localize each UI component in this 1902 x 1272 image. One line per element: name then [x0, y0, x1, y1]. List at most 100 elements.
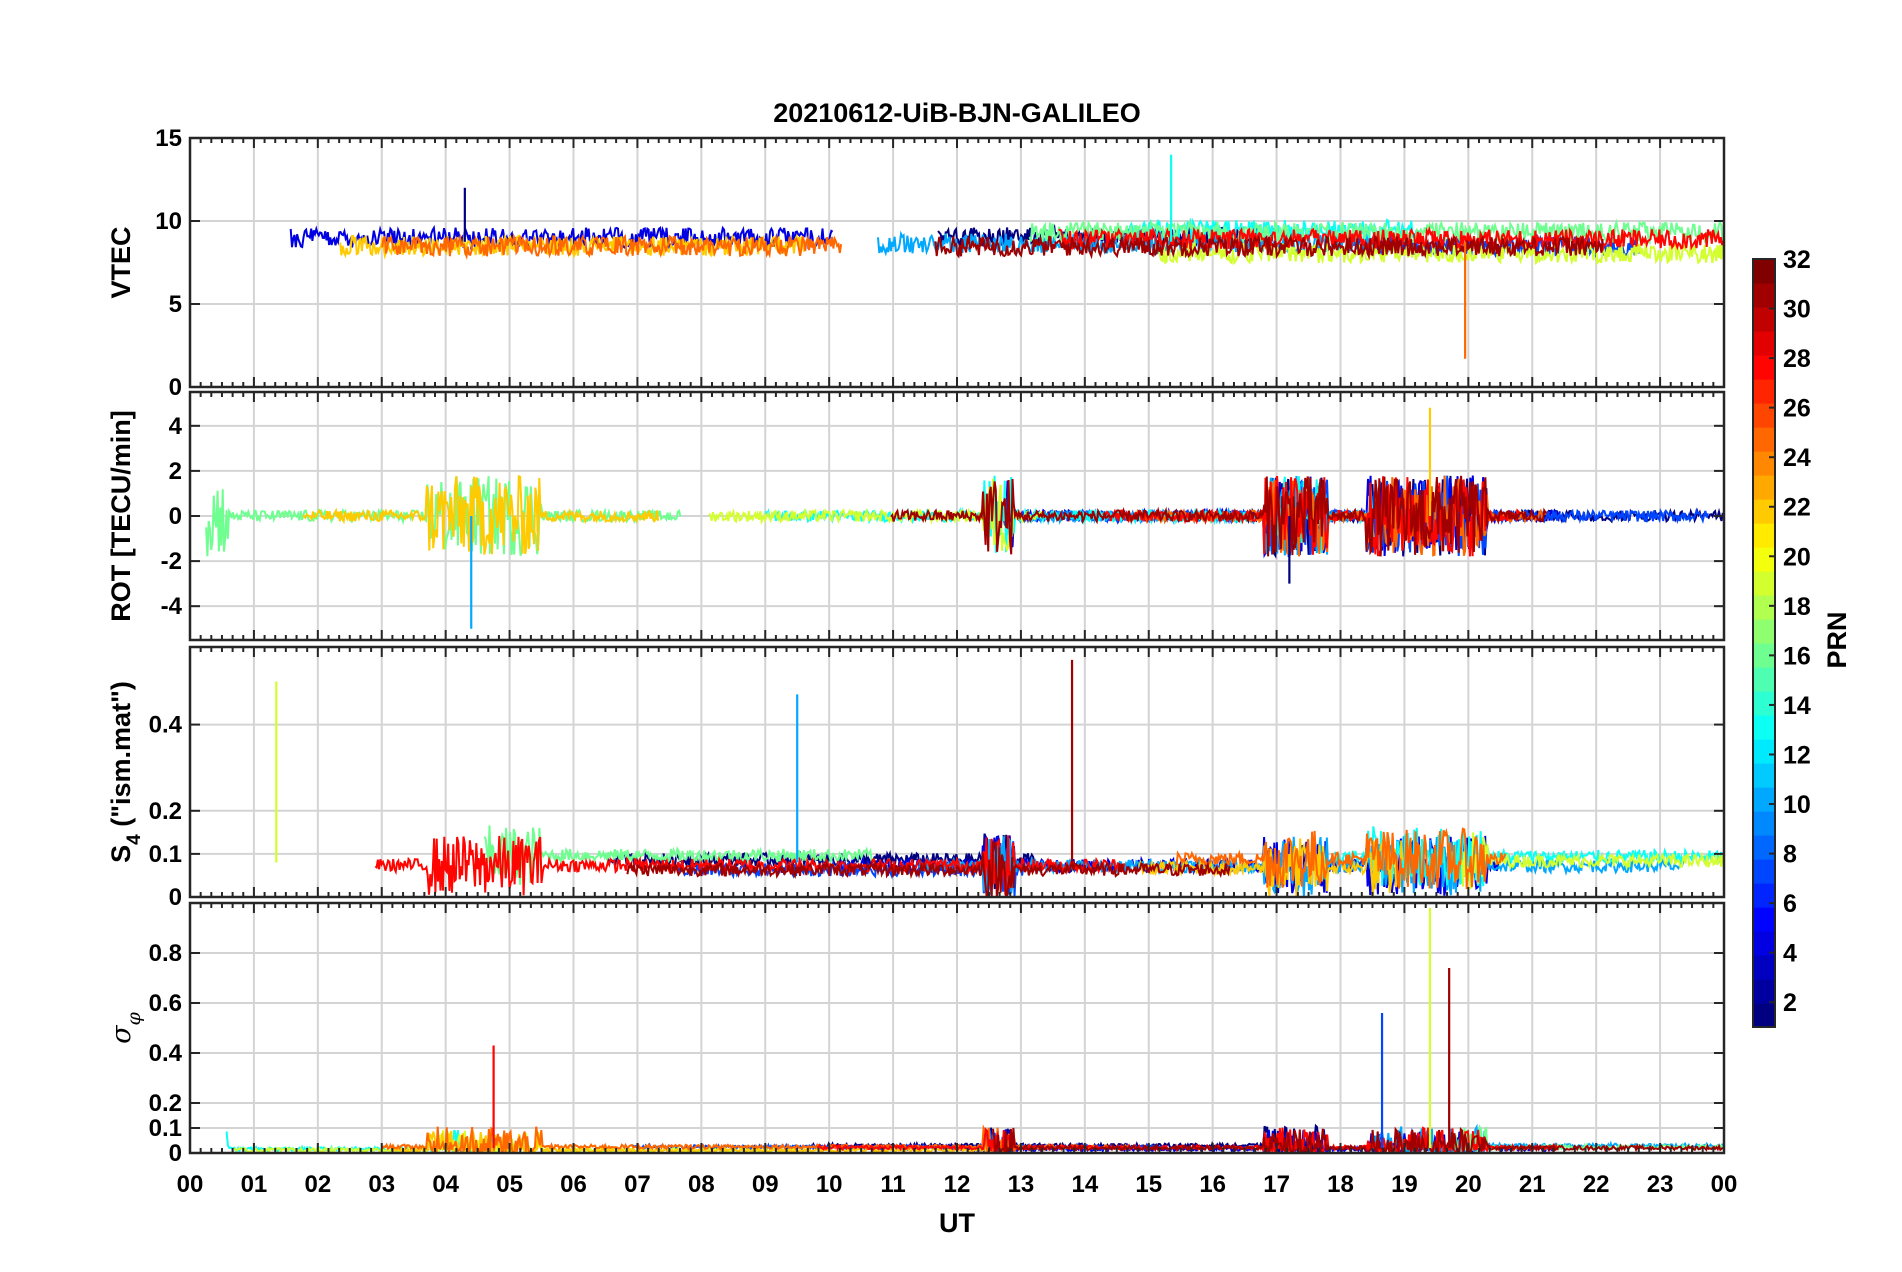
colorbar-tick-label: 26 [1783, 395, 1811, 423]
x-tick-label: 19 [1391, 1171, 1418, 1198]
trace-line [626, 839, 1231, 897]
colorbar-frame [1752, 258, 1776, 1028]
colorbar-segment [1753, 763, 1775, 788]
colorbar-tick-label: 28 [1783, 345, 1811, 373]
traces [275, 659, 1724, 897]
y-tick-label: 0.4 [149, 712, 183, 739]
y-tick-label: 0 [169, 884, 182, 911]
y-tick-label: 2 [169, 458, 182, 485]
trace-line [302, 474, 660, 555]
colorbar-segment [1753, 787, 1775, 812]
colorbar-segment [1753, 619, 1775, 644]
colorbar-segment [1753, 715, 1775, 740]
y-axis-label-subscript: 4 [124, 834, 145, 845]
trace-line [934, 232, 1604, 261]
x-tick-label: 00 [1711, 1171, 1738, 1198]
colorbar-segment [1753, 643, 1775, 668]
y-tick-label: 0 [169, 374, 182, 401]
x-tick-label: 18 [1327, 1171, 1354, 1198]
colorbar-segment [1753, 667, 1775, 692]
y-tick-label: -2 [161, 548, 182, 575]
colorbar-label: PRN [1822, 611, 1852, 668]
trace-line [381, 232, 843, 260]
colorbar-tick-label: 10 [1783, 791, 1811, 819]
trace-line [890, 475, 1547, 557]
x-tick-label: 10 [816, 1171, 843, 1198]
colorbar-tick-label: 6 [1783, 890, 1797, 918]
y-tick-label: 0 [169, 503, 182, 530]
colorbar-tick-label: 14 [1783, 692, 1811, 720]
y-axis-label: S4 ("ism.mat") [106, 681, 145, 863]
x-tick-label: 04 [432, 1171, 459, 1198]
x-tick-label: 02 [304, 1171, 331, 1198]
x-tick-label: 05 [496, 1171, 523, 1198]
y-tick-label: -4 [161, 593, 183, 620]
x-tick-label: 20 [1455, 1171, 1482, 1198]
colorbar-tick-label: 8 [1783, 841, 1797, 869]
x-tick-label: 12 [944, 1171, 971, 1198]
x-tick-label: 14 [1071, 1171, 1098, 1198]
colorbar-segment [1753, 283, 1775, 308]
colorbar-segment [1753, 571, 1775, 596]
colorbar-tick-label: 4 [1783, 940, 1797, 968]
x-tick-label: 23 [1647, 1171, 1674, 1198]
trace-line [992, 1126, 1724, 1153]
x-tick-label: 01 [241, 1171, 268, 1198]
y-axis-label-rest: ("ism.mat") [106, 681, 136, 834]
colorbar-tick-label: 18 [1783, 593, 1811, 621]
colorbar-segment [1753, 883, 1775, 908]
x-tick-label: 11 [880, 1171, 905, 1198]
colorbar-segment [1753, 259, 1775, 284]
trace-line [1138, 838, 1404, 897]
y-axis-label-subscript: φ [123, 1011, 145, 1025]
x-tick-label: 06 [560, 1171, 587, 1198]
panel-4: 00.10.2 0.4 0.6 0.8 σφ [106, 901, 1726, 1167]
y-tick-label: 10 [155, 208, 182, 235]
colorbar-segment [1753, 331, 1775, 356]
y-axis-label: σφ [106, 1011, 145, 1043]
x-tick-labels: 00 01 02 03 04 05 06 07 08 09 10 11 12 13 14 15 16 17 18 19… [177, 1171, 1738, 1198]
colorbar-segment [1753, 379, 1775, 404]
x-tick-label: 00 [177, 1171, 204, 1198]
y-tick-label: 0.6 [149, 990, 182, 1017]
colorbar-segment [1753, 355, 1775, 380]
y-axis-label-main: σ [106, 1024, 137, 1044]
y-tick-label: 15 [155, 125, 182, 152]
traces [205, 407, 1724, 629]
panel-2: -4 -2 0 2 4 ROT [TECU/min] [106, 390, 1726, 642]
chart-title: 20210612-UiB-BJN-GALILEO [773, 98, 1141, 128]
traces [289, 154, 1724, 359]
colorbar-segment [1753, 595, 1775, 620]
colorbar [1752, 258, 1776, 1028]
x-tick-label: 09 [752, 1171, 779, 1198]
y-tick-label: 4 [169, 413, 183, 440]
y-tick-label: 0.4 [149, 1040, 183, 1067]
colorbar-tick-label: 2 [1783, 989, 1797, 1017]
x-tick-label: 03 [368, 1171, 395, 1198]
y-axis-label: VTEC [106, 226, 136, 298]
panel-3: 0 0.1 0.2 0.4S4 ("ism.mat") [106, 645, 1726, 911]
colorbar-tick-label: 30 [1783, 296, 1811, 324]
colorbar-segment [1753, 523, 1775, 548]
colorbar-segment [1753, 547, 1775, 572]
colorbar-tick-label: 12 [1783, 741, 1811, 769]
y-tick-label: 0.1 [149, 841, 182, 868]
x-tick-label: 17 [1263, 1171, 1290, 1198]
panel-1: 0 5 10 15 VTEC [106, 125, 1726, 401]
y-tick-label: 0.2 [149, 798, 182, 825]
x-axis-label: UT [939, 1208, 975, 1238]
x-tick-label: 13 [1008, 1171, 1035, 1198]
y-tick-label: 0.8 [149, 940, 182, 967]
y-tick-label: 0.1 [149, 1115, 182, 1142]
y-tick-label: 0 [169, 1140, 182, 1167]
colorbar-segment [1753, 907, 1775, 932]
colorbar-segment [1753, 307, 1775, 332]
trace-line [1175, 827, 1507, 890]
colorbar-tick-label: 32 [1783, 246, 1811, 274]
x-tick-label: 15 [1135, 1171, 1162, 1198]
colorbar-segment [1753, 835, 1775, 860]
colorbar-tick-label: 22 [1783, 494, 1811, 522]
trace-line [1058, 225, 1724, 253]
x-tick-label: 08 [688, 1171, 715, 1198]
